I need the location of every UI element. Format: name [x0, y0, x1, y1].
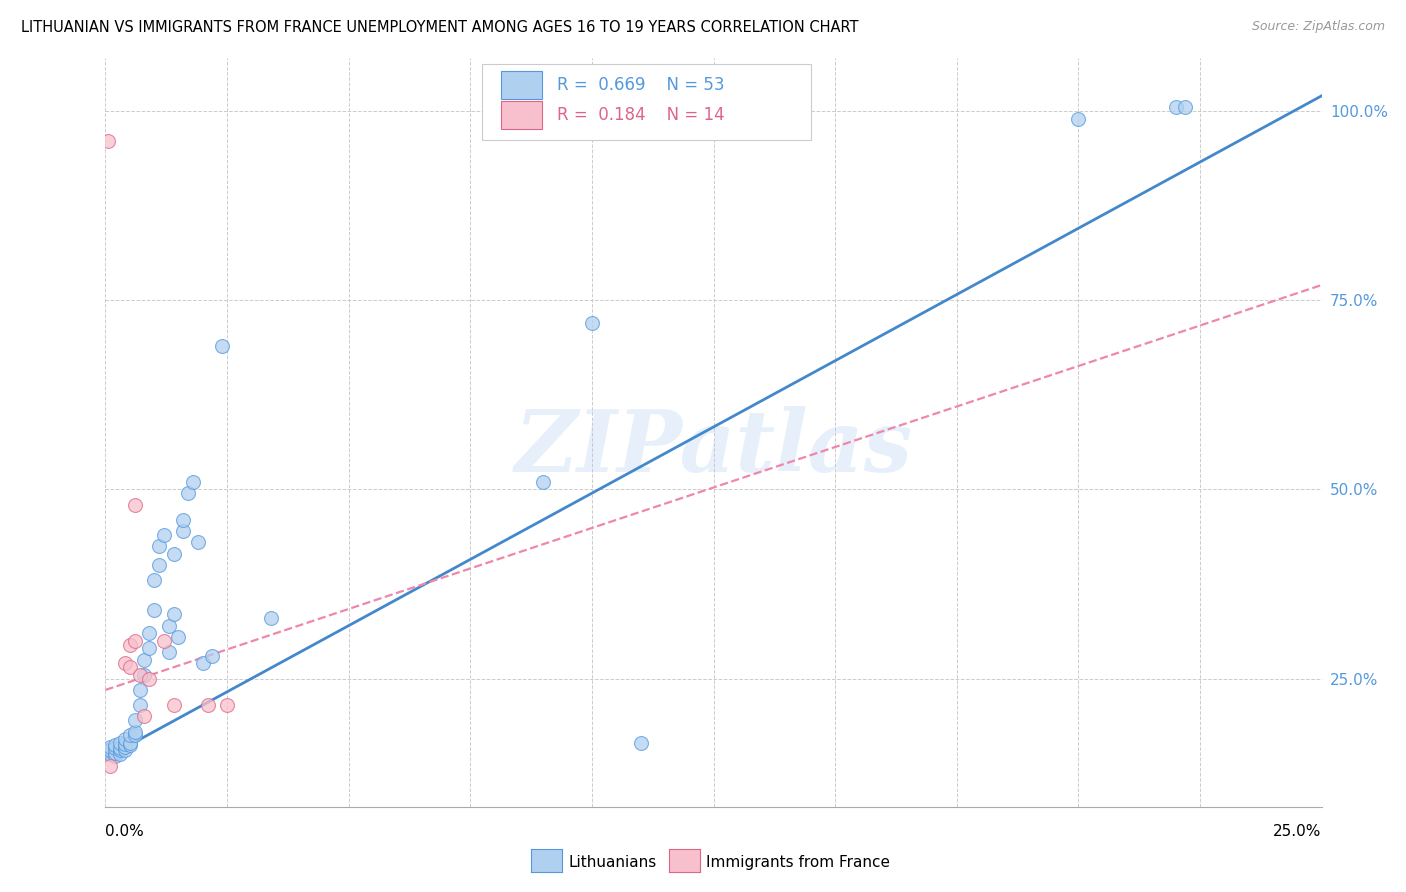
Point — [162, 547, 184, 561]
Point — [167, 630, 190, 644]
Point — [138, 626, 160, 640]
Text: 25.0%: 25.0% — [1274, 824, 1322, 839]
Point — [114, 743, 136, 757]
Point — [1067, 112, 1090, 126]
Point — [98, 747, 121, 762]
Point — [148, 558, 170, 572]
Text: R =  0.669    N = 53: R = 0.669 N = 53 — [557, 76, 724, 94]
Point — [124, 713, 146, 727]
Point — [162, 698, 184, 712]
Point — [124, 633, 146, 648]
Point — [108, 736, 131, 750]
Point — [108, 741, 131, 756]
Point — [124, 498, 146, 512]
FancyBboxPatch shape — [482, 64, 811, 140]
Text: R =  0.184    N = 14: R = 0.184 N = 14 — [557, 106, 724, 124]
Point — [128, 698, 150, 712]
Point — [114, 738, 136, 752]
Point — [118, 660, 141, 674]
Point — [134, 653, 156, 667]
Point — [138, 672, 160, 686]
Point — [260, 611, 283, 625]
Point — [172, 513, 194, 527]
Point — [97, 743, 120, 757]
Point — [104, 748, 127, 763]
Point — [98, 758, 121, 772]
Point — [108, 747, 131, 762]
Text: 0.0%: 0.0% — [105, 824, 145, 839]
Point — [581, 316, 603, 330]
Point — [128, 682, 150, 697]
Point — [191, 657, 214, 671]
Point — [157, 618, 180, 632]
Point — [118, 736, 141, 750]
Point — [143, 603, 166, 617]
Text: Lithuanians: Lithuanians — [568, 855, 657, 870]
Point — [128, 668, 150, 682]
Point — [181, 475, 204, 489]
Point — [197, 698, 219, 712]
Point — [201, 648, 224, 663]
Point — [124, 724, 146, 739]
Text: ZIPatlas: ZIPatlas — [515, 406, 912, 490]
Point — [104, 746, 127, 760]
Point — [217, 698, 239, 712]
Point — [1174, 100, 1197, 114]
Point — [177, 486, 200, 500]
Bar — [501, 70, 543, 99]
Point — [630, 736, 652, 750]
Point — [124, 728, 146, 742]
Point — [114, 732, 136, 747]
Point — [114, 657, 136, 671]
Point — [104, 738, 127, 752]
Point — [98, 739, 121, 754]
Text: Immigrants from France: Immigrants from France — [706, 855, 890, 870]
Point — [114, 739, 136, 754]
Point — [211, 338, 233, 352]
Point — [118, 738, 141, 752]
Point — [148, 539, 170, 553]
Point — [138, 641, 160, 656]
Point — [187, 535, 209, 549]
Point — [118, 728, 141, 742]
Point — [172, 524, 194, 538]
Point — [134, 668, 156, 682]
Point — [134, 709, 156, 723]
Text: LITHUANIAN VS IMMIGRANTS FROM FRANCE UNEMPLOYMENT AMONG AGES 16 TO 19 YEARS CORR: LITHUANIAN VS IMMIGRANTS FROM FRANCE UNE… — [21, 20, 859, 35]
Bar — [501, 101, 543, 129]
Text: Source: ZipAtlas.com: Source: ZipAtlas.com — [1251, 20, 1385, 33]
Point — [118, 638, 141, 652]
Point — [531, 475, 554, 489]
Point — [157, 645, 180, 659]
Point — [108, 743, 131, 757]
Point — [162, 607, 184, 622]
Point — [104, 741, 127, 756]
Point — [143, 573, 166, 587]
Point — [98, 743, 121, 757]
Point — [97, 134, 120, 148]
Point — [153, 528, 176, 542]
Point — [153, 633, 176, 648]
Point — [1164, 100, 1187, 114]
